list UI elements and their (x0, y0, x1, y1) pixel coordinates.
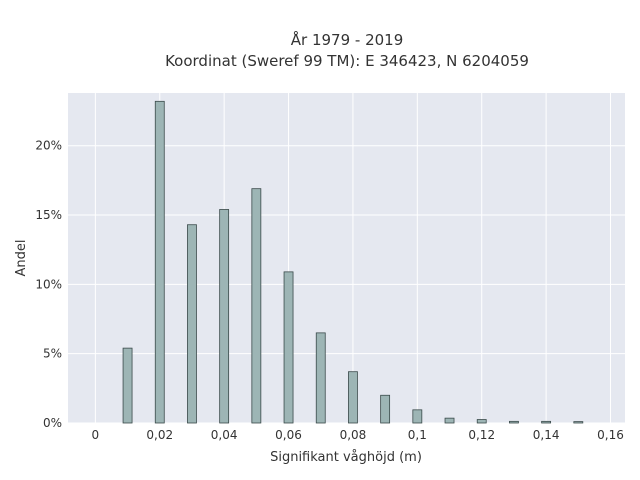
x-axis-title: Signifikant våghöjd (m) (270, 450, 422, 465)
chart-title-line-2: Koordinat (Sweref 99 TM): E 346423, N 62… (165, 52, 529, 70)
y-tick-label: 15% (35, 208, 62, 222)
x-tick-label: 0,04 (211, 428, 238, 442)
bars (122, 100, 584, 424)
y-axis-title: Andel (14, 240, 29, 277)
histogram-bar (348, 371, 358, 424)
histogram-bar (541, 420, 552, 424)
histogram-bar (380, 394, 391, 424)
histogram-bar (509, 420, 519, 424)
histogram-bar (251, 188, 262, 424)
x-tick-label: 0,1 (408, 428, 427, 442)
x-tick-label: 0,12 (468, 428, 495, 442)
histogram-bar (476, 419, 487, 424)
y-tick-label: 5% (43, 347, 62, 361)
x-tick-label: 0,14 (533, 428, 560, 442)
y-tick-label: 20% (35, 139, 62, 153)
histogram-bar (412, 409, 423, 424)
histogram-bar (122, 347, 133, 424)
chart-title-line-1: År 1979 - 2019 (291, 30, 404, 49)
y-axis-ticks: 0% 5% 10% 15% 20% (35, 139, 62, 430)
histogram-bar (444, 417, 455, 424)
x-tick-label: 0,16 (597, 428, 624, 442)
x-axis-ticks: 0 0,02 0,04 0,06 0,08 0,1 0,12 0,14 0,16 (92, 428, 624, 442)
histogram-bar (187, 224, 197, 424)
histogram-bar (283, 271, 294, 424)
y-tick-label: 10% (35, 277, 62, 291)
x-tick-label: 0,02 (146, 428, 173, 442)
x-tick-label: 0,06 (275, 428, 302, 442)
plot-area (68, 93, 625, 423)
y-tick-label: 0% (43, 416, 62, 430)
histogram-bar (573, 421, 584, 424)
histogram-bar (154, 100, 165, 424)
histogram-bar (315, 332, 326, 424)
x-tick-label: 0,08 (340, 428, 367, 442)
x-tick-label: 0 (92, 428, 100, 442)
histogram-bar (219, 209, 230, 424)
